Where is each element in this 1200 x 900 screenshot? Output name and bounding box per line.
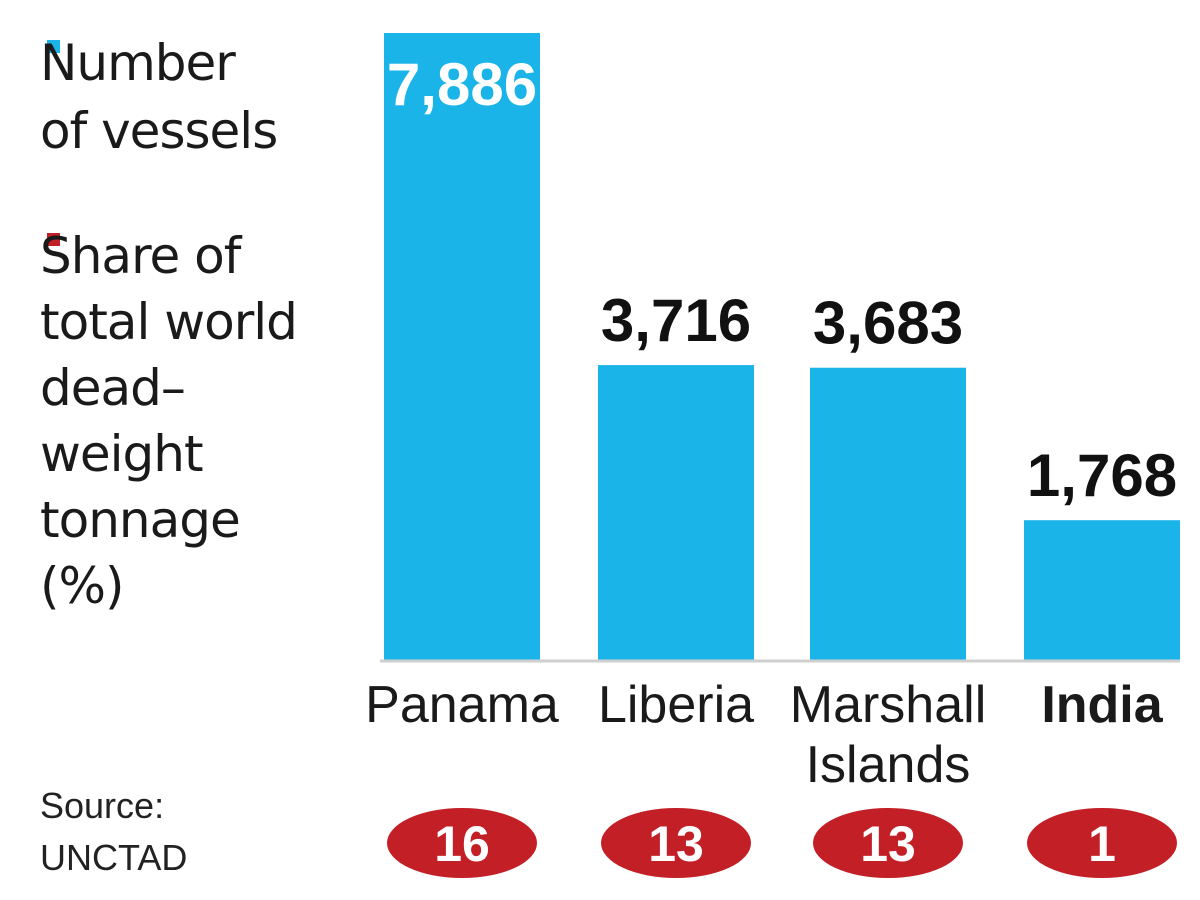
- source-note: Source: UNCTAD: [40, 785, 187, 878]
- text-line: India: [1041, 676, 1163, 734]
- legend-swatch-vessels: [47, 40, 60, 53]
- text-line: (%): [40, 557, 124, 615]
- value-label-marshall-islands: 3,683: [813, 290, 963, 357]
- text-line: UNCTAD: [40, 837, 187, 878]
- share-badge-marshall-islands: [813, 808, 963, 878]
- bar-india: [1024, 520, 1180, 661]
- category-label-marshall-islands: Marshall Islands: [790, 676, 987, 794]
- legend-swatch-share: [47, 233, 60, 246]
- plot-area: 7,886 3,716 3,683 1,768: [384, 33, 1180, 661]
- text-line: tonnage: [40, 491, 240, 549]
- text-line: Islands: [806, 736, 971, 794]
- share-value-liberia: 13: [648, 816, 704, 872]
- text-line: Source:: [40, 785, 164, 826]
- text-line: dead–: [40, 359, 185, 417]
- value-label-liberia: 3,716: [601, 287, 751, 354]
- text-line: Marshall: [790, 676, 987, 734]
- text-line: total world: [40, 293, 297, 351]
- text-line: Liberia: [598, 676, 754, 734]
- text-line: of vessels: [40, 102, 277, 160]
- bar-liberia: [598, 365, 754, 661]
- legend: Number of vessels Share of total world dead…: [40, 34, 298, 615]
- share-value-marshall-islands: 13: [860, 816, 916, 872]
- value-label-panama: 7,886: [387, 51, 537, 118]
- category-label-liberia: Liberia: [598, 676, 754, 734]
- category-label-panama: Panama: [365, 676, 559, 734]
- legend-label-share: Share of total world dead– weight tonnage (%): [40, 227, 297, 615]
- category-labels: Panama Liberia Marshall Islands India: [365, 676, 1164, 794]
- share-badges: 16 13 13 1: [387, 808, 1177, 878]
- share-value-india: 1: [1088, 816, 1116, 872]
- share-badge-panama: [387, 808, 537, 878]
- bar-marshall-islands: [810, 367, 966, 661]
- category-label-india: India: [1041, 676, 1163, 734]
- text-line: Number: [40, 34, 236, 92]
- text-line: Panama: [365, 676, 559, 734]
- text-line: Share of: [40, 227, 243, 285]
- text-line: weight: [40, 425, 203, 483]
- share-badge-liberia: [601, 808, 751, 878]
- legend-label-vessels: Number of vessels: [40, 34, 277, 160]
- bar-panama: [384, 33, 540, 661]
- value-label-india: 1,768: [1027, 442, 1177, 509]
- share-value-panama: 16: [434, 816, 490, 872]
- share-badge-india: [1027, 808, 1177, 878]
